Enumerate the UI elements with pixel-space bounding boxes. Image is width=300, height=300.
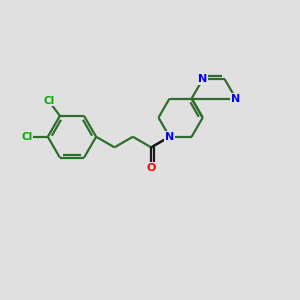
- Text: O: O: [146, 163, 156, 173]
- Text: Cl: Cl: [43, 95, 54, 106]
- Text: N: N: [231, 94, 240, 103]
- Text: N: N: [165, 132, 174, 142]
- Text: N: N: [198, 74, 207, 84]
- Text: Cl: Cl: [21, 132, 32, 142]
